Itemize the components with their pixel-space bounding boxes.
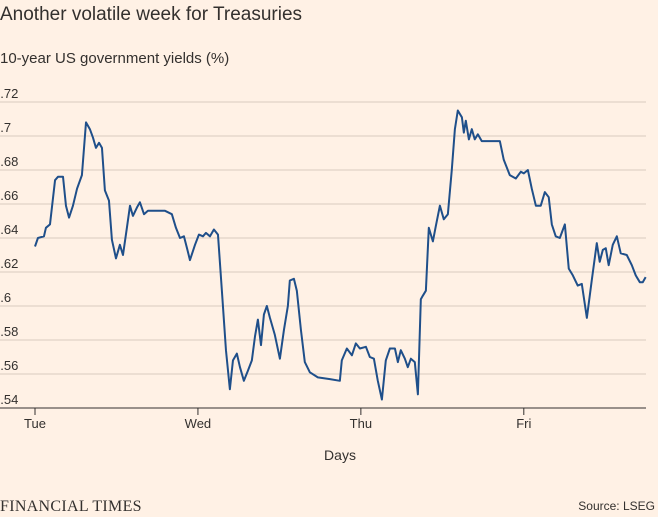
x-tick-label: Tue	[24, 416, 46, 431]
y-tick-label: 4.7	[0, 120, 11, 135]
y-tick-label: 4.66	[0, 188, 18, 203]
brand: FINANCIAL TIMES	[0, 498, 142, 515]
y-tick-label: 4.58	[0, 324, 18, 339]
source: Source: LSEG	[578, 499, 655, 513]
x-tick-label: Wed	[185, 416, 212, 431]
y-tick-label: 4.6	[0, 290, 11, 305]
x-tick-label: Thu	[350, 416, 372, 431]
x-tick-label: Fri	[516, 416, 531, 431]
yield-line	[34, 109, 647, 401]
chart-title: Another volatile week for Treasuries	[0, 4, 302, 25]
x-axis-label: Days	[324, 447, 356, 463]
y-tick-label: 4.62	[0, 256, 18, 271]
y-tick-label: 4.72	[0, 86, 18, 101]
chart-subtitle: 10-year US government yields (%)	[0, 50, 229, 67]
y-tick-label: 4.54	[0, 392, 18, 407]
y-tick-label: 4.56	[0, 358, 18, 373]
y-tick-label: 4.68	[0, 154, 18, 169]
y-tick-label: 4.64	[0, 222, 18, 237]
